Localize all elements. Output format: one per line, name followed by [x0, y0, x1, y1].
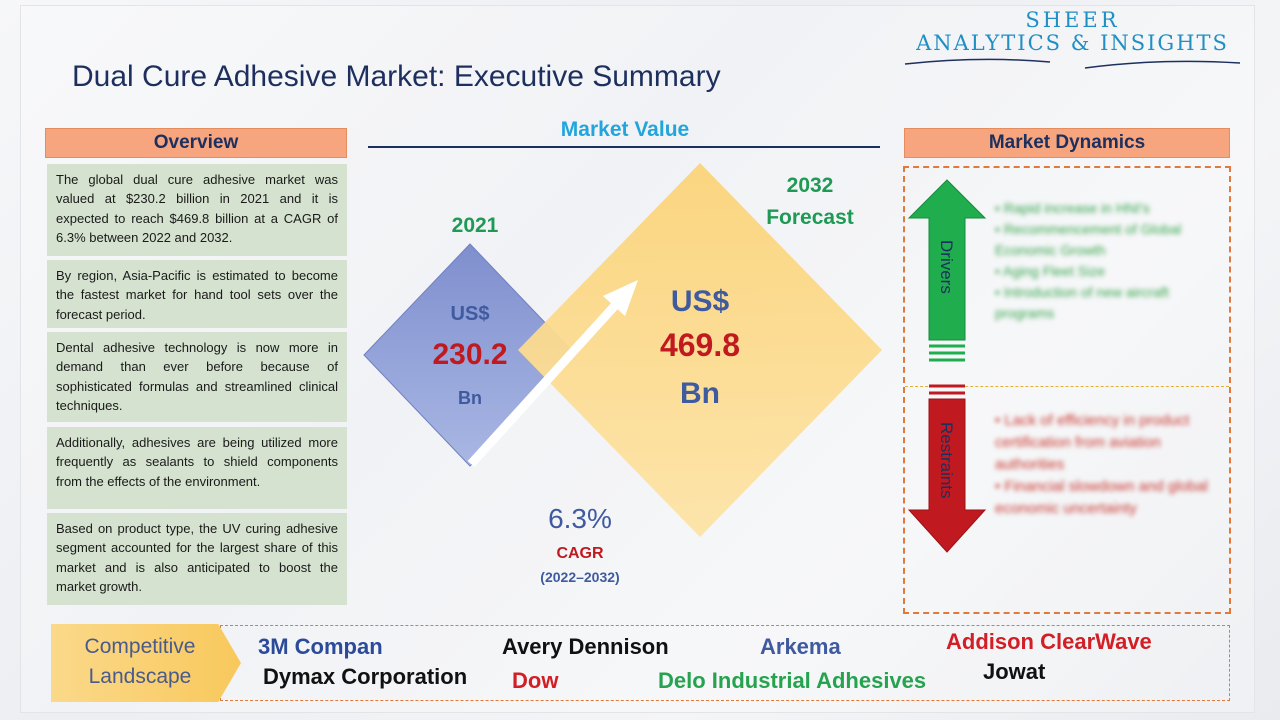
cagr-value: 6.3%: [548, 503, 612, 534]
forecast-currency: US$: [670, 285, 730, 318]
dynamics-arrows: [907, 179, 987, 553]
drivers-up-arrow-icon: [907, 179, 987, 362]
market-dynamics-separator: [905, 386, 1229, 387]
driver-item: • Rapid increase in HNI's: [995, 200, 1150, 216]
competitive-label-line-1: Competitive: [84, 635, 196, 658]
company-name: Dymax Corporation: [263, 664, 468, 689]
growth-arrow-icon: [467, 280, 638, 468]
forecast-value: 469.8: [659, 327, 741, 363]
restraint-item: • Lack of efficiency in product certific…: [995, 412, 1190, 473]
forecast-unit: Bn: [680, 377, 720, 410]
overview-header: Overview: [45, 128, 347, 158]
restraints-label: Restraints: [937, 422, 956, 499]
base-year-label: 2021: [451, 214, 499, 237]
driver-item: • Introduction of new aircraft programs: [995, 284, 1169, 321]
driver-item: • Aging Fleet Size: [995, 263, 1105, 279]
company-name: Delo Industrial Adhesives: [658, 668, 927, 693]
company-name: Addison ClearWave: [946, 629, 1152, 654]
restraint-item: • Financial slowdown and global economic…: [995, 478, 1208, 517]
logo-line-2: ANALYTICS & INSIGHTS: [916, 31, 1229, 55]
base-unit: Bn: [458, 388, 482, 408]
forecast-diamond: [518, 163, 882, 537]
competitive-landscape-label: Competitive Landscape: [55, 632, 225, 692]
overview-paragraph-5: Based on product type, the UV curing adh…: [47, 513, 347, 605]
page-title: Dual Cure Adhesive Market: Executive Sum…: [72, 60, 721, 93]
market-value-divider: [368, 146, 880, 148]
competitive-label-line-2: Landscape: [88, 665, 192, 688]
drivers-list: • Rapid increase in HNI's • Recommenceme…: [995, 198, 1220, 324]
base-currency: US$: [450, 303, 490, 325]
drivers-label: Drivers: [937, 240, 956, 294]
market-dynamics-box: [903, 166, 1231, 614]
cagr-period: (2022–2032): [540, 569, 620, 585]
company-name: Avery Dennison: [502, 634, 669, 659]
base-value: 230.2: [432, 338, 508, 371]
company-logo: SHEER ANALYTICS & INSIGHTS: [900, 8, 1245, 69]
overview-paragraph-2: By region, Asia-Pacific is estimated to …: [47, 260, 347, 328]
competitive-landscape-tag: [51, 624, 241, 702]
company-name: Arkema: [760, 634, 841, 659]
market-value-title: Market Value: [560, 118, 690, 141]
company-name: 3M Compan: [258, 634, 383, 659]
driver-item: • Recommencement of Global Economic Grow…: [995, 221, 1182, 258]
logo-swoosh-icon: [904, 58, 1241, 69]
overview-paragraph-4: Additionally, adhesives are being utiliz…: [47, 427, 347, 509]
overview-paragraph-1: The global dual cure adhesive market was…: [47, 164, 347, 256]
company-name: Dow: [512, 668, 559, 693]
forecast-year-label: 2032: [786, 174, 834, 197]
restraints-list: • Lack of efficiency in product certific…: [995, 410, 1215, 520]
overview-paragraph-3: Dental adhesive technology is now more i…: [47, 332, 347, 422]
company-name: Jowat: [983, 659, 1046, 684]
restraints-down-arrow-icon: [907, 384, 987, 553]
forecast-label: Forecast: [766, 206, 854, 229]
cagr-label: CAGR: [556, 545, 604, 562]
market-dynamics-header: Market Dynamics: [904, 128, 1230, 158]
logo-line-1: SHEER: [1025, 8, 1120, 32]
